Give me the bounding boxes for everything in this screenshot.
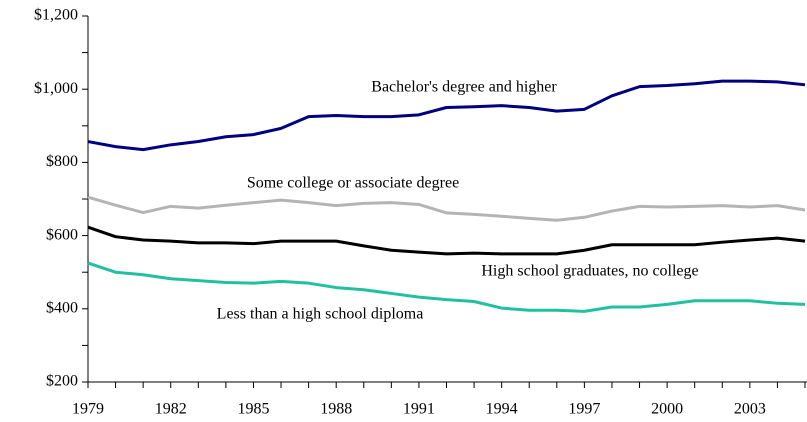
x-tick-label: 2000 — [651, 401, 683, 418]
series-line — [87, 195, 806, 222]
x-tick-label: 2003 — [734, 401, 766, 418]
x-tick-label: 1994 — [486, 401, 518, 418]
series-line — [87, 79, 806, 152]
x-tick-label: 1982 — [155, 401, 187, 418]
x-tick-label: 1991 — [403, 401, 435, 418]
series-label: Some college or associate degree — [247, 175, 459, 192]
series-line — [87, 261, 806, 313]
series-label: Less than a high school diploma — [217, 306, 424, 323]
x-tick-label: 1979 — [72, 401, 104, 418]
x-tick-label: 1985 — [237, 401, 269, 418]
y-tick-label: $400 — [46, 299, 78, 316]
series-line — [87, 225, 806, 256]
series-label: Bachelor's degree and higher — [371, 79, 557, 96]
series-label: High school graduates, no college — [481, 263, 698, 280]
y-tick-label: $600 — [46, 226, 78, 243]
y-tick-label: $200 — [46, 373, 78, 390]
y-tick-label: $1,200 — [34, 7, 78, 24]
x-tick-label: 1988 — [320, 401, 352, 418]
x-tick-label: 1997 — [568, 401, 600, 418]
y-tick-label: $800 — [46, 153, 78, 170]
y-tick-label: $1,000 — [34, 80, 78, 97]
